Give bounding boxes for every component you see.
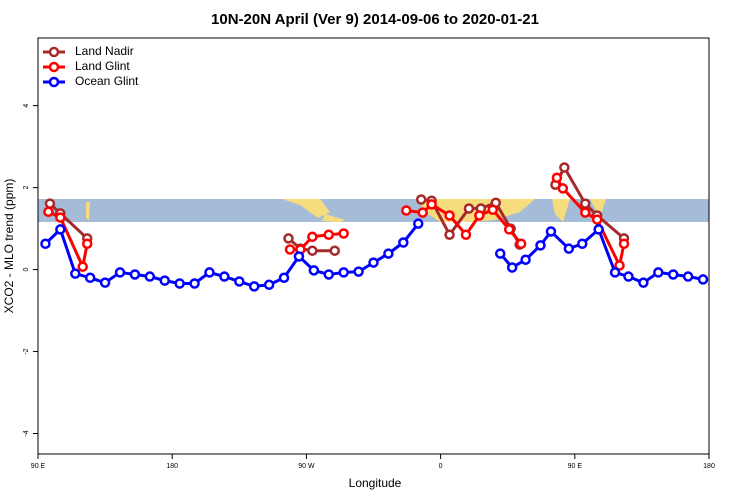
point [284,244,296,255]
point [593,224,604,235]
point [398,237,409,248]
point [551,172,563,184]
legend-label: Ocean Glint [75,74,139,88]
point [81,238,93,249]
point [204,267,215,278]
point [506,262,518,273]
legend-marker [48,61,60,73]
point [667,269,679,280]
point [144,271,156,282]
point [353,266,364,277]
point [55,212,66,223]
point [653,267,664,278]
point [579,198,591,209]
point [426,199,437,210]
point [697,274,709,285]
point [614,260,625,271]
point [114,267,126,278]
point [278,272,290,284]
point [84,272,96,284]
point [412,218,424,229]
y-tick-label: 4 [23,104,30,108]
point [609,267,621,278]
x-tick-label: 90 E [568,463,583,470]
point [174,278,185,289]
point [623,271,634,282]
point [55,224,66,235]
point [189,278,200,289]
point [401,205,412,216]
point [417,207,428,218]
point [460,229,472,240]
point [618,238,630,249]
legend-label: Land Glint [75,59,130,73]
point [515,238,527,249]
point [248,281,260,292]
point [263,279,275,290]
point [559,162,570,173]
point [682,271,694,282]
point [307,245,318,256]
legend-marker [48,76,60,88]
x-axis-label: Longitude [349,476,402,490]
point [503,224,515,235]
chart-title: 10N-20N April (Ver 9) 2014-09-06 to 2020… [211,11,539,28]
y-axis-label: XCO2 - MLO trend (ppm) [2,179,16,314]
y-tick-label: -4 [23,430,30,436]
point [545,226,557,237]
point [234,276,245,287]
point [520,254,531,265]
point [415,194,427,205]
point [487,204,499,215]
point [557,183,569,194]
y-tick-label: 2 [23,186,30,190]
point [44,198,56,209]
y-tick-label: -2 [23,348,30,354]
point [494,248,506,259]
point [70,268,81,279]
point [535,240,546,251]
point [129,269,141,280]
point [577,238,588,249]
point [474,210,485,221]
point [308,265,320,276]
point [338,228,349,239]
point [329,245,340,256]
point [307,231,318,243]
point [383,248,394,259]
point [563,243,575,254]
x-tick-label: 180 [166,463,178,470]
point [368,257,379,268]
y-tick-label: 0 [23,268,30,272]
point [638,277,649,288]
point [463,203,475,214]
point [323,269,335,280]
point [338,267,349,278]
point [77,261,88,272]
point [159,275,170,286]
point [40,238,51,249]
x-tick-label: 90 E [31,463,46,470]
point [444,229,455,240]
map-strip [38,199,709,222]
point [219,271,230,282]
point [444,210,455,221]
legend-marker [48,46,60,58]
point [283,233,294,244]
point [323,229,335,240]
legend-label: Land Nadir [75,44,134,58]
point [99,277,111,288]
x-tick-label: 180 [703,463,715,470]
point [293,251,305,262]
point [591,214,603,225]
x-tick-label: 0 [439,463,443,470]
point [579,207,591,218]
point [43,206,54,218]
plot-frame [37,37,710,455]
x-tick-label: 90 W [298,463,315,470]
